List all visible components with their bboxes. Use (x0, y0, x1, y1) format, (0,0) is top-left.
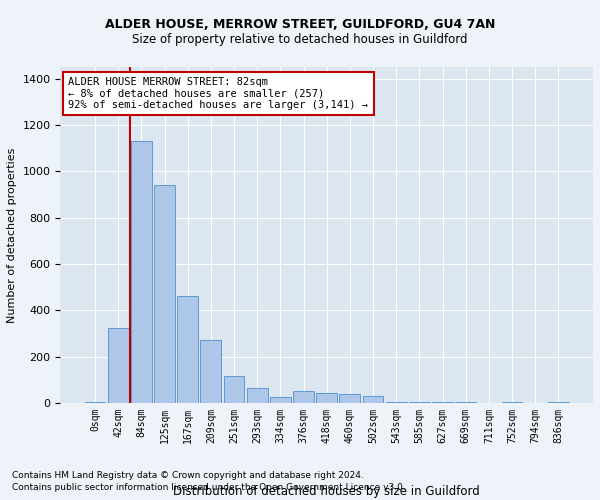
Bar (340, 394, 360, 403)
Bar (362, 396, 383, 403)
Y-axis label: Number of detached properties: Number of detached properties (7, 148, 17, 322)
Bar (293, 392, 314, 403)
Bar (154, 185, 175, 403)
Bar (108, 328, 128, 403)
Text: ALDER HOUSE MERROW STREET: 82sqm
← 8% of detached houses are smaller (257)
92% o: ALDER HOUSE MERROW STREET: 82sqm ← 8% of… (68, 77, 368, 110)
Bar (200, 340, 221, 403)
Text: Size of property relative to detached houses in Guildford: Size of property relative to detached ho… (132, 32, 468, 46)
Text: Contains public sector information licensed under the Open Government Licence v3: Contains public sector information licen… (12, 484, 406, 492)
Bar (270, 397, 291, 403)
Bar (131, 141, 152, 403)
Bar (224, 376, 244, 403)
X-axis label: Distribution of detached houses by size in Guildford: Distribution of detached houses by size … (173, 484, 480, 498)
Text: Contains HM Land Registry data © Crown copyright and database right 2024.: Contains HM Land Registry data © Crown c… (12, 471, 364, 480)
Bar (386, 402, 407, 403)
Bar (177, 296, 198, 403)
Bar (316, 392, 337, 403)
Text: ALDER HOUSE, MERROW STREET, GUILDFORD, GU4 7AN: ALDER HOUSE, MERROW STREET, GUILDFORD, G… (105, 18, 495, 30)
Bar (247, 388, 268, 403)
